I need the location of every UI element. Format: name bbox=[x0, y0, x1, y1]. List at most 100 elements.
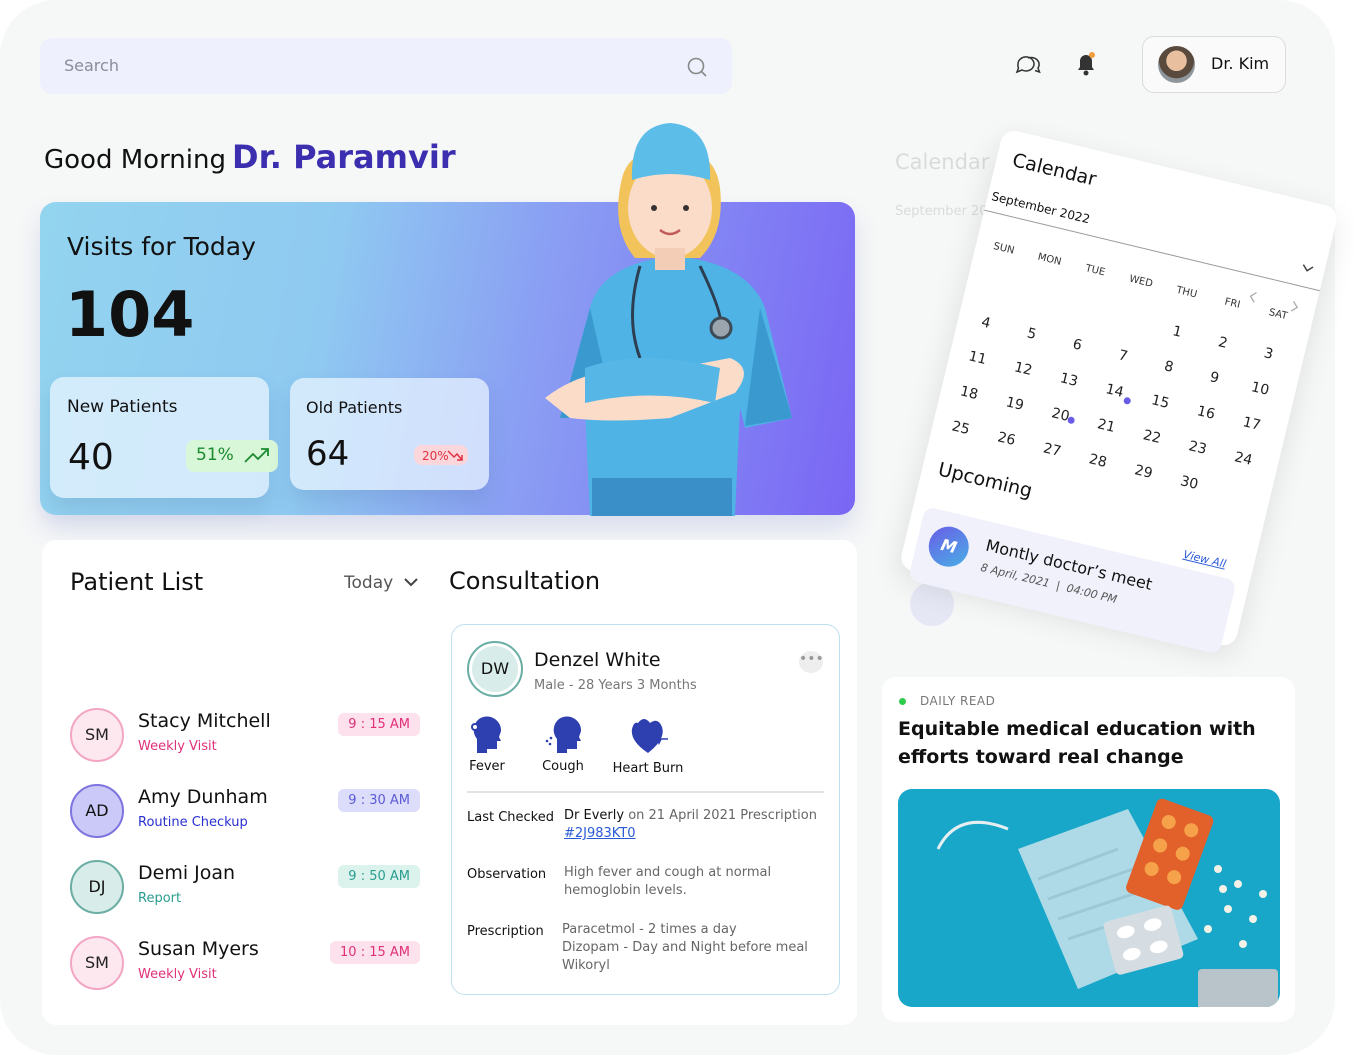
weekday: SUN bbox=[992, 240, 1016, 257]
change-text: 51% bbox=[196, 445, 234, 465]
calendar-day: 29 bbox=[1132, 462, 1155, 482]
prescription-line: Paracetmol - 2 times a day bbox=[562, 922, 737, 937]
old-patients-change: 20% bbox=[414, 445, 468, 465]
search-bar[interactable]: Search bbox=[40, 38, 732, 94]
visit-type: Weekly Visit bbox=[138, 739, 217, 754]
calendar-day: 9 bbox=[1208, 369, 1221, 387]
calendar-day: 2 bbox=[1216, 334, 1230, 352]
new-patients-card: New Patients 40 51% bbox=[50, 377, 278, 498]
calendar-day: 10 bbox=[1249, 379, 1271, 399]
visit-type: Report bbox=[138, 891, 182, 906]
last-checked-label: Last Checked bbox=[467, 810, 554, 825]
calendar-day: 23 bbox=[1187, 438, 1209, 458]
patient-name: Stacy Mitchell bbox=[138, 710, 271, 732]
calendar-day: 7 bbox=[1116, 347, 1130, 365]
observation-text: High fever and cough at normal hemoglobi… bbox=[564, 865, 772, 898]
observation-label: Observation bbox=[467, 867, 547, 882]
patient-details: Male - 28 Years 3 Months bbox=[534, 678, 697, 693]
visit-time: 9 : 50 AM bbox=[338, 865, 420, 888]
greeting-name: Dr. Paramvir bbox=[232, 138, 456, 176]
weekday: THU bbox=[1175, 284, 1199, 301]
more-button[interactable]: ••• bbox=[799, 651, 824, 673]
cough-icon bbox=[545, 716, 582, 753]
symptom-label: Cough bbox=[542, 759, 584, 774]
event-time: 04:00 PM bbox=[1065, 581, 1119, 607]
calendar-day: 4 bbox=[979, 314, 993, 332]
calendar-day: 12 bbox=[1012, 359, 1034, 380]
patient-avatar: DW bbox=[467, 641, 523, 697]
calendar-day: 30 bbox=[1178, 473, 1200, 493]
calendar-day: 13 bbox=[1058, 370, 1080, 390]
calendar-day: 16 bbox=[1195, 403, 1217, 423]
calendar-day: 1 bbox=[1170, 323, 1184, 341]
consultation-title: Consultation bbox=[449, 567, 601, 595]
notification-icon[interactable] bbox=[1074, 50, 1098, 78]
search-placeholder: Search bbox=[64, 56, 119, 75]
chat-icon[interactable] bbox=[1014, 52, 1042, 78]
weekday: MON bbox=[1036, 251, 1063, 268]
patient-list-title: Patient List bbox=[70, 568, 204, 596]
visits-total: 104 bbox=[65, 278, 195, 351]
old-patients-card: Old Patients 64 20% bbox=[290, 378, 489, 490]
calendar-day: 24 bbox=[1232, 449, 1254, 469]
calendar-card: Calendar September 2022 SUN MON TUE WED THU F… bbox=[898, 128, 1340, 655]
patient-row[interactable]: SM Stacy Mitchell Weekly Visit 9 : 15 AM bbox=[70, 708, 420, 768]
patient-avatar: AD bbox=[70, 784, 124, 838]
filter-label: Today bbox=[344, 573, 394, 593]
calendar-ghost-title: Calendar bbox=[895, 150, 990, 174]
weekday: TUE bbox=[1084, 263, 1107, 279]
patient-avatar: SM bbox=[70, 936, 124, 990]
weekday: WED bbox=[1127, 273, 1154, 290]
calendar-ghost-month: September 2022 bbox=[895, 204, 987, 219]
patient-avatar: SM bbox=[70, 708, 124, 762]
patient-row[interactable]: AD Amy Dunham Routine Checkup 9 : 30 AM bbox=[70, 784, 420, 844]
profile-photo bbox=[1158, 46, 1195, 83]
fever-icon bbox=[471, 716, 502, 753]
patient-name: Demi Joan bbox=[138, 862, 236, 884]
daily-read-card: DAILY READ Equitable medical education w… bbox=[882, 677, 1295, 1022]
user-name: Dr. Kim bbox=[1211, 54, 1270, 73]
patient-name: Amy Dunham bbox=[138, 786, 268, 808]
calendar-month: September 2022 bbox=[990, 189, 1092, 227]
upcoming-title: Upcoming bbox=[935, 458, 1035, 503]
calendar-day: 19 bbox=[1004, 394, 1026, 415]
prescription-lines: Paracetmol - 2 times a day Dizopam - Day … bbox=[562, 921, 837, 975]
calendar-day: 14 bbox=[1104, 381, 1126, 401]
patient-filter[interactable]: Today bbox=[344, 573, 419, 593]
calendar-day: 21 bbox=[1095, 416, 1117, 436]
chevron-icon[interactable] bbox=[1301, 263, 1315, 274]
profile-button[interactable]: Dr. Kim bbox=[1142, 36, 1286, 93]
greeting-text: Good Morning bbox=[44, 145, 226, 175]
visits-title: Visits for Today bbox=[67, 232, 256, 261]
calendar-day: 20 bbox=[1049, 405, 1072, 425]
last-checked-info: Dr Everly on 21 April 2021 Prescription #… bbox=[564, 807, 839, 843]
status-dot bbox=[899, 698, 906, 705]
daily-read-title[interactable]: Equitable medical education with efforts… bbox=[898, 718, 1256, 768]
prescription-id[interactable]: #2J983KT0 bbox=[564, 826, 636, 841]
prescription-line: Dizopam - Day and Night before meal bbox=[562, 940, 808, 955]
calendar-day: 8 bbox=[1162, 358, 1175, 376]
visit-type: Weekly Visit bbox=[138, 967, 217, 982]
calendar-day: 6 bbox=[1071, 336, 1084, 354]
prescription-label: Prescription bbox=[467, 924, 544, 939]
calendar-day: 27 bbox=[1041, 440, 1063, 460]
patient-row[interactable]: SM Susan Myers Weekly Visit 10 : 15 AM bbox=[70, 936, 420, 996]
new-patients-change: 51% bbox=[186, 440, 278, 472]
new-patients-label: New Patients bbox=[67, 397, 178, 417]
patient-row[interactable]: DJ Demi Joan Report 9 : 50 AM bbox=[70, 860, 420, 920]
symptom: Cough bbox=[538, 715, 588, 774]
symptom-label: Fever bbox=[469, 759, 505, 774]
patient-avatar: DJ bbox=[70, 860, 124, 914]
event-dot bbox=[1122, 396, 1132, 406]
calendar-day: 17 bbox=[1241, 414, 1263, 434]
old-patients-value: 64 bbox=[306, 434, 350, 474]
calendar-day: 3 bbox=[1262, 345, 1275, 363]
greeting: Good Morning Dr. Paramvir bbox=[44, 138, 456, 176]
calendar-day: 11 bbox=[966, 348, 989, 369]
month-nav[interactable] bbox=[1248, 290, 1299, 313]
view-all-link[interactable]: View All bbox=[1181, 547, 1228, 571]
daily-read-label: DAILY READ bbox=[920, 694, 996, 708]
symptom: Heart Burn bbox=[612, 715, 684, 776]
divider bbox=[467, 791, 824, 793]
